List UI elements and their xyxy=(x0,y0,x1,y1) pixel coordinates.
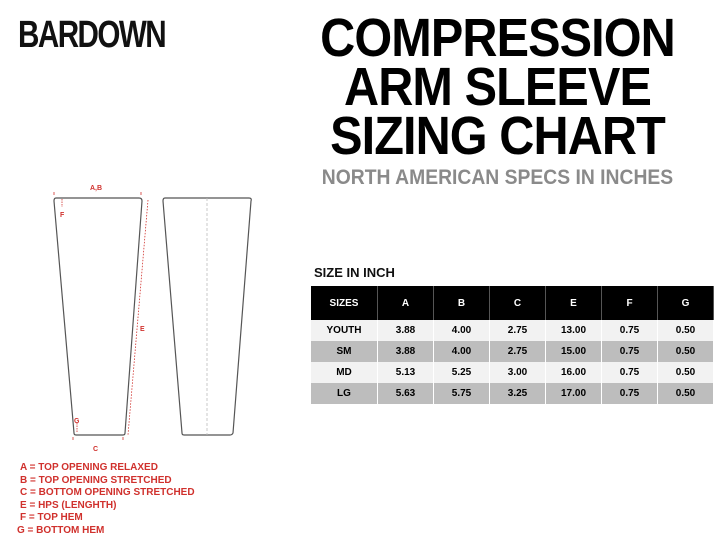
table-cell: 5.75 xyxy=(433,383,490,404)
legend: A = TOP OPENING RELAXED B = TOP OPENING S… xyxy=(17,462,195,538)
header-b: B xyxy=(433,286,490,320)
header-g: G xyxy=(657,286,714,320)
header-c: C xyxy=(489,286,546,320)
legend-item: A = TOP OPENING RELAXED xyxy=(20,462,195,475)
table-cell: 3.88 xyxy=(377,341,434,362)
table-cell: 13.00 xyxy=(545,320,602,341)
table-cell: 16.00 xyxy=(545,362,602,383)
table-cell: 0.75 xyxy=(601,383,658,404)
table-cell: 15.00 xyxy=(545,341,602,362)
label-f: F xyxy=(60,212,65,219)
legend-text: = TOP OPENING STRETCHED xyxy=(27,474,172,486)
table-cell: 0.50 xyxy=(657,320,714,341)
table-cell: 0.75 xyxy=(601,320,658,341)
legend-key: B xyxy=(20,474,28,486)
legend-item: B = TOP OPENING STRETCHED xyxy=(20,475,195,488)
header-sizes: SIZES xyxy=(311,286,378,320)
legend-text: = TOP OPENING RELAXED xyxy=(26,462,158,473)
label-e: E xyxy=(140,326,145,333)
size-cell: YOUTH xyxy=(311,320,378,341)
table-row: LG 5.63 5.75 3.25 17.00 0.75 0.50 xyxy=(311,383,714,404)
legend-key: G xyxy=(17,524,25,536)
legend-key: A xyxy=(20,462,27,473)
table-cell: 3.00 xyxy=(489,362,546,383)
table-cell: 5.25 xyxy=(433,362,490,383)
table-cell: 5.63 xyxy=(377,383,434,404)
table-cell: 0.50 xyxy=(657,362,714,383)
size-cell: SM xyxy=(311,341,378,362)
table-cell: 17.00 xyxy=(545,383,602,404)
table-cell: 0.75 xyxy=(601,341,658,362)
table-title: SIZE IN INCH xyxy=(314,265,395,280)
table-cell: 4.00 xyxy=(433,341,490,362)
table-cell: 3.88 xyxy=(377,320,434,341)
label-c: C xyxy=(93,446,98,453)
label-g: G xyxy=(74,418,80,425)
size-cell: LG xyxy=(311,383,378,404)
table-cell: 2.75 xyxy=(489,341,546,362)
brand-logo: BARDOWN xyxy=(18,14,167,56)
table-header-row: SIZES A B C E F G xyxy=(311,286,714,320)
legend-item: F = TOP HEM xyxy=(20,512,195,525)
page-subtitle: NORTH AMERICAN SPECS IN INCHES xyxy=(321,166,674,189)
legend-text: = BOTTOM HEM xyxy=(24,524,105,536)
legend-key: F xyxy=(20,512,27,523)
sleeve-back-outline xyxy=(162,197,252,436)
label-ab: A,B xyxy=(90,185,102,192)
size-table: SIZES A B C E F G YOUTH 3.88 4.00 2.75 13.00… xyxy=(311,286,714,404)
size-cell: MD xyxy=(311,362,378,383)
table-cell: 5.13 xyxy=(377,362,434,383)
header-e: E xyxy=(545,286,602,320)
table-cell: 4.00 xyxy=(433,320,490,341)
header-f: F xyxy=(601,286,658,320)
sleeve-front-outline xyxy=(53,197,143,436)
legend-key: E xyxy=(20,499,27,511)
legend-text: = BOTTOM OPENING STRETCHED xyxy=(27,487,195,498)
table-cell: 0.75 xyxy=(601,362,658,383)
table-cell: 0.50 xyxy=(657,341,714,362)
legend-text: = TOP HEM xyxy=(26,512,83,523)
table-cell: 0.50 xyxy=(657,383,714,404)
table-row: SM 3.88 4.00 2.75 15.00 0.75 0.50 xyxy=(311,341,714,362)
table-row: YOUTH 3.88 4.00 2.75 13.00 0.75 0.50 xyxy=(311,320,714,341)
legend-text: = HPS (LENGHTH) xyxy=(26,499,117,511)
page-title: COMPRESSION ARM SLEEVE SIZING CHART xyxy=(320,8,676,166)
table-row: MD 5.13 5.25 3.00 16.00 0.75 0.50 xyxy=(311,362,714,383)
table-cell: 2.75 xyxy=(489,320,546,341)
header-a: A xyxy=(377,286,434,320)
legend-item: G = BOTTOM HEM xyxy=(17,525,195,538)
legend-item: E = HPS (LENGHTH) xyxy=(20,500,195,513)
legend-key: C xyxy=(20,487,28,498)
legend-item: C = BOTTOM OPENING STRETCHED xyxy=(20,487,195,500)
table-cell: 3.25 xyxy=(489,383,546,404)
